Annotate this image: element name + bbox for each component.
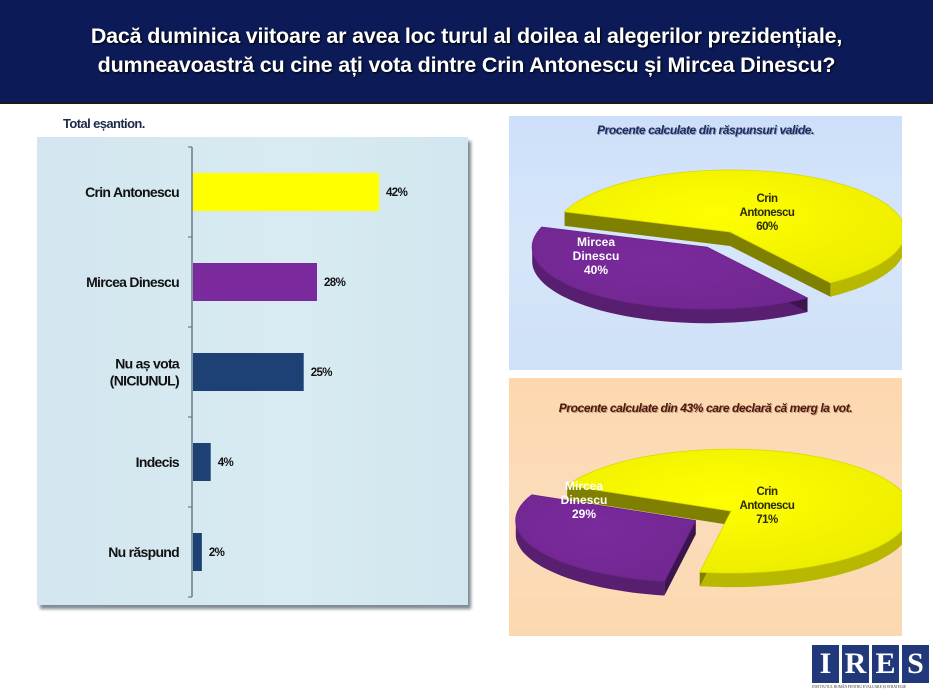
bar-value-label: 2%: [209, 547, 225, 559]
category-label: Mircea Dinescu: [86, 274, 179, 290]
slice-label: Mircea: [577, 235, 615, 249]
question-title-line-1: Dacă duminica viitoare ar avea loc turul…: [90, 24, 843, 48]
slice-label: 60%: [756, 221, 778, 233]
bar: [193, 353, 304, 391]
slice-label: Crin: [757, 486, 778, 498]
pie-slice-top: [563, 169, 902, 284]
pie-chart-voters-panel: Procente calculate din 43% care declară …: [509, 378, 902, 636]
ires-logo: I R E S INSTITUTUL ROMÂN PENTRU EVALUARE…: [812, 645, 931, 695]
pie-slice-top: [566, 448, 902, 574]
bar: [193, 533, 202, 571]
slice-label: Dinescu: [561, 493, 608, 507]
bar: [193, 263, 317, 301]
pie-slice: [515, 494, 697, 596]
logo-letter: S: [902, 645, 929, 683]
slice-label: 40%: [584, 263, 608, 277]
slice-label: Mircea: [565, 479, 603, 493]
slice-label: Crin: [757, 193, 778, 205]
bar-value-label: 25%: [311, 367, 333, 379]
category-label: (NICIUNUL): [110, 373, 179, 389]
pie-slice-top: [515, 494, 697, 582]
bar-value-label: 4%: [218, 457, 234, 469]
slice-label: Antonescu: [740, 207, 795, 219]
pie-chart-valid-title: Procente calculate din răspunsuri valide…: [596, 123, 814, 137]
pie-slice-top: [531, 226, 809, 310]
logo-letter: R: [842, 645, 869, 683]
header-banner: Dacă duminica viitoare ar avea loc turul…: [0, 0, 933, 104]
logo-letter: E: [872, 645, 899, 683]
category-label: Indecis: [136, 454, 180, 470]
logo-letter: I: [812, 645, 839, 683]
category-label: Crin Antonescu: [85, 184, 179, 200]
slice-label: Antonescu: [740, 500, 795, 512]
slice-label: 71%: [756, 514, 778, 526]
pie-slice: [563, 169, 902, 297]
pie-chart-voters-title: Procente calculate din 43% care declară …: [558, 401, 853, 415]
question-title-line-2: dumneavoastră cu cine ați vota dintre Cr…: [97, 53, 836, 77]
logo-tagline: INSTITUTUL ROMÂN PENTRU EVALUARE ȘI STRA…: [812, 685, 906, 689]
bar-value-label: 28%: [324, 277, 346, 289]
pie-slice: [531, 226, 809, 324]
category-label: Nu aș vota: [115, 356, 180, 372]
bar: [193, 443, 211, 481]
bar-value-label: 42%: [386, 187, 408, 199]
slice-label: 29%: [572, 507, 596, 521]
bar: [193, 173, 379, 211]
slice-label: Dinescu: [573, 249, 620, 263]
category-label: Nu răspund: [108, 544, 179, 560]
bar-chart-panel: 42% Crin Antonescu 28% Mircea Dinescu 25% Nu …: [37, 137, 468, 605]
bar-chart-title: Total eșantion.: [63, 116, 145, 131]
pie-chart-valid-panel: Procente calculate din răspunsuri valide…: [509, 116, 902, 370]
bar-chart: 42% Crin Antonescu 28% Mircea Dinescu 25% Nu …: [85, 146, 408, 598]
pie-slice: [566, 448, 902, 588]
